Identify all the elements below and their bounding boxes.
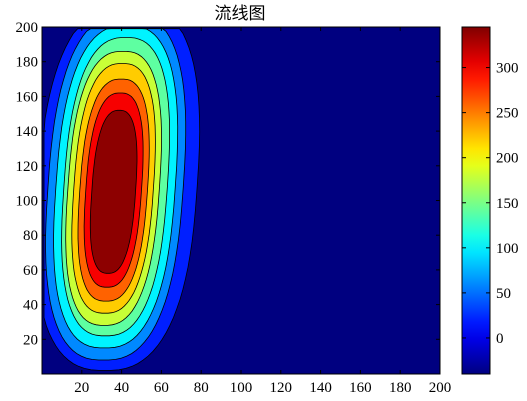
colorbar-gradient [461, 26, 491, 375]
colorbar-tick-label-100: 100 [496, 241, 519, 257]
y-tick-label-100: 100 [16, 194, 39, 210]
x-axis: 20 40 60 80 100 120 140 160 180 200 [74, 27, 451, 396]
x-tick-label-140: 140 [309, 380, 332, 396]
x-tick-label-40: 40 [114, 380, 129, 396]
y-tick-label-120: 120 [16, 159, 39, 175]
colorbar: 0 50 100 150 200 250 300 [461, 26, 519, 375]
y-tick-label-160: 160 [16, 89, 39, 105]
y-tick-label-40: 40 [23, 298, 38, 314]
x-tick-label-60: 60 [154, 380, 169, 396]
x-tick-label-200: 200 [429, 380, 452, 396]
colorbar-tick-label-50: 50 [496, 286, 511, 302]
y-tick-label-80: 80 [23, 228, 38, 244]
y-axis: 20 40 60 80 100 120 140 160 180 200 [16, 20, 440, 348]
x-tick-label-160: 160 [349, 380, 372, 396]
y-tick-label-180: 180 [16, 55, 39, 71]
y-tick-label-200: 200 [16, 20, 39, 36]
y-tick-label-20: 20 [23, 332, 38, 348]
colorbar-tick-label-250: 250 [496, 106, 519, 122]
plot-area [41, 26, 441, 375]
colorbar-tick-label-300: 300 [496, 61, 519, 77]
y-tick-label-140: 140 [16, 124, 39, 140]
x-tick-label-100: 100 [230, 380, 253, 396]
colorbar-tick-label-150: 150 [496, 196, 519, 212]
colorbar-tick-label-200: 200 [496, 151, 519, 167]
y-tick-label-60: 60 [23, 263, 38, 279]
x-tick-label-80: 80 [194, 380, 209, 396]
contour-level-320 [89, 109, 138, 274]
x-tick-label-120: 120 [270, 380, 293, 396]
colorbar-tick-label-0: 0 [496, 331, 504, 347]
chart-title: 流线图 [215, 4, 266, 24]
x-tick-label-20: 20 [74, 380, 89, 396]
x-tick-label-180: 180 [389, 380, 412, 396]
